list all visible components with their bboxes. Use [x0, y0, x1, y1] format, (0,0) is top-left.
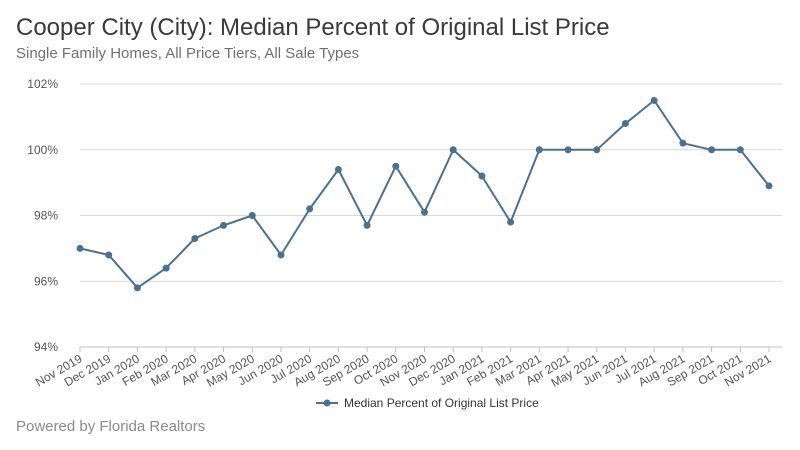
data-point: [679, 139, 687, 147]
data-point: [162, 264, 170, 272]
chart-subtitle: Single Family Homes, All Price Tiers, Al…: [16, 45, 360, 62]
chart-title: Cooper City (City): Median Percent of Or…: [16, 14, 610, 41]
series-layer: [76, 96, 773, 292]
data-point: [765, 182, 773, 190]
series-line: [79, 99, 770, 289]
data-point: [650, 96, 658, 104]
data-point: [306, 205, 314, 213]
data-point: [363, 221, 371, 229]
data-point: [421, 208, 428, 216]
data-point: [621, 119, 629, 127]
data-point: [392, 162, 400, 170]
data-point: [248, 212, 256, 219]
data-point: [507, 218, 515, 226]
data-point: [76, 244, 84, 252]
data-point: [220, 221, 228, 229]
legend-marker: [323, 399, 331, 407]
y-axis-ticks: 94% 96% 98% 100% 102%: [27, 77, 58, 354]
y-tick-label: 96%: [34, 274, 58, 288]
data-point: [277, 251, 285, 259]
data-point: [191, 235, 199, 243]
data-point: [535, 146, 543, 154]
grid-lines: [80, 83, 782, 348]
data-point: [105, 251, 113, 259]
legend-label: Median Percent of Original List Price: [344, 396, 539, 410]
data-point: [708, 146, 716, 154]
data-point: [736, 146, 744, 154]
data-point: [334, 165, 342, 173]
data-point: [478, 172, 486, 180]
legend[interactable]: Median Percent of Original List Price: [316, 396, 539, 410]
y-tick-label: 98%: [34, 209, 58, 223]
y-tick-label: 100%: [27, 143, 58, 157]
data-point: [564, 146, 572, 154]
y-tick-label: 102%: [27, 77, 58, 91]
data-point: [449, 146, 457, 154]
data-point: [133, 284, 141, 292]
y-tick-label: 94%: [34, 340, 58, 354]
footer-credit: Powered by Florida Realtors: [16, 418, 206, 435]
data-point: [593, 146, 601, 154]
